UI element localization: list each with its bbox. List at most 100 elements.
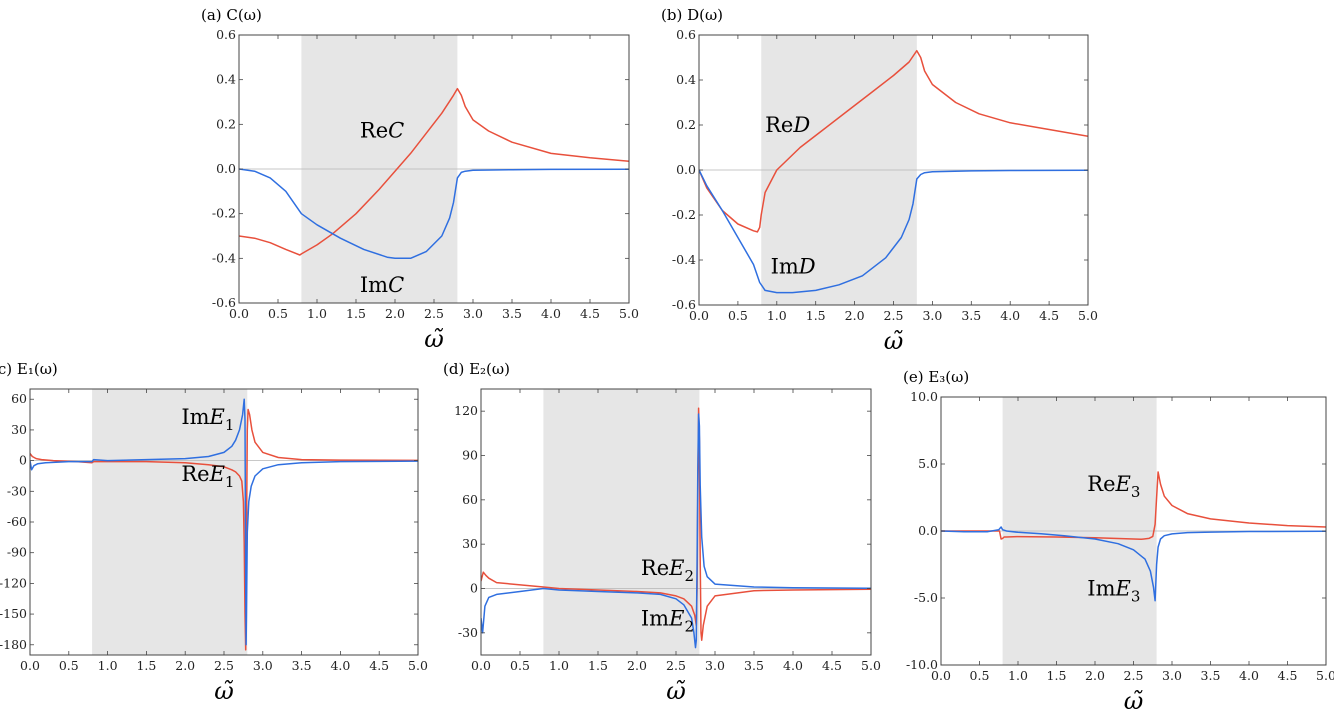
x-tick-label: 0.5 (728, 308, 748, 323)
x-tick-label: 1.0 (307, 306, 327, 321)
x-tick-label: 1.0 (549, 658, 569, 673)
series-line-imag (481, 413, 871, 649)
series-line-imag (941, 526, 1326, 602)
annotation-symbol: C (388, 119, 404, 143)
annotation-symbol: E (1115, 472, 1131, 496)
y-tick-label: 60 (11, 391, 27, 406)
annotation-prefix: Im (360, 273, 388, 297)
series-annotation: ReE1 (181, 462, 234, 491)
x-tick-label: 3.5 (1201, 668, 1221, 683)
series-line-real (481, 407, 871, 641)
y-tick-label: 30 (11, 422, 27, 437)
annotation-symbol: E (1115, 576, 1131, 600)
y-tick-label: 0.0 (676, 162, 696, 177)
y-tick-label: -30 (458, 625, 478, 640)
x-tick-label: 4.5 (369, 658, 389, 673)
y-tick-label: 0.6 (216, 27, 236, 42)
x-tick-label: 2.0 (845, 308, 865, 323)
x-tick-label: 2.5 (214, 658, 234, 673)
x-tick-label: 3.0 (1162, 668, 1182, 683)
y-tick-label: 0.2 (216, 116, 236, 131)
x-tick-label: 5.0 (619, 306, 639, 321)
x-tick-label: 2.5 (424, 306, 444, 321)
series-annotation: ReE3 (1087, 472, 1140, 501)
x-tick-label: 3.0 (253, 658, 273, 673)
y-tick-label: 0 (19, 453, 27, 468)
y-tick-label: -30 (7, 483, 27, 498)
x-tick-label: 4.5 (822, 658, 842, 673)
shaded-band (543, 389, 700, 655)
series-line-imag (699, 169, 1088, 294)
x-tick-label: 4.0 (541, 306, 561, 321)
x-tick-label: 5.0 (861, 658, 881, 673)
x-tick-label: 2.0 (175, 658, 195, 673)
chart-title: (e) E₃(ω) (903, 368, 969, 386)
series-line-real (239, 87, 629, 256)
annotation-prefix: Re (1087, 472, 1115, 496)
x-tick-label: 1.5 (346, 306, 366, 321)
annotation-prefix: Re (641, 556, 669, 580)
y-tick-label: -5.0 (914, 590, 938, 605)
x-tick-label: 1.0 (98, 658, 118, 673)
annotation-subscript: 2 (684, 567, 694, 585)
y-tick-label: 90 (462, 448, 478, 463)
x-tick-label: 5.0 (408, 658, 428, 673)
x-tick-label: 5.0 (1078, 308, 1098, 323)
x-axis-label: ω̃ (214, 677, 234, 705)
x-tick-label: 4.0 (783, 658, 803, 673)
y-tick-label: 10.0 (910, 389, 938, 404)
x-tick-label: 2.5 (666, 658, 686, 673)
y-tick-label: -0.2 (212, 206, 236, 221)
chart-title: (b) D(ω) (661, 6, 723, 24)
chart-panel-e: 0.0 0.5 1.0 1.5 2.0 2.5 3.0 3.5 4.0 4.5 5.0 10.0 5.0… (903, 368, 1334, 711)
annotation-prefix: Im (771, 255, 799, 279)
x-tick-label: 4.0 (1239, 668, 1259, 683)
x-tick-label: 1.5 (1047, 668, 1067, 683)
series-annotation: ImE3 (1087, 576, 1140, 605)
y-tick-label: 0.2 (676, 117, 696, 132)
x-axis-label: ω̃ (424, 325, 444, 353)
annotation-subscript: 3 (1131, 483, 1141, 501)
y-tick-label: 0.0 (216, 161, 236, 176)
y-tick-label: -60 (7, 514, 27, 529)
x-tick-label: 3.5 (292, 658, 312, 673)
y-tick-label: 120 (454, 403, 478, 418)
annotation-prefix: Im (181, 405, 209, 429)
x-tick-label: 2.0 (627, 658, 647, 673)
x-tick-label: 0.0 (471, 658, 491, 673)
x-tick-label: 4.0 (1000, 308, 1020, 323)
x-tick-label: 0.5 (510, 658, 530, 673)
y-tick-label: 5.0 (918, 456, 938, 471)
annotation-subscript: 3 (1131, 587, 1141, 605)
x-axis-label: ω̃ (1124, 687, 1144, 711)
x-tick-label: 0.0 (20, 658, 40, 673)
annotation-symbol: D (798, 255, 816, 279)
y-tick-label: 30 (462, 536, 478, 551)
y-tick-label: -0.6 (212, 295, 236, 310)
annotation-symbol: E (668, 556, 684, 580)
x-tick-label: 2.0 (385, 306, 405, 321)
x-tick-label: 0.0 (229, 306, 249, 321)
series-annotation: ReE2 (641, 556, 694, 585)
chart-panel-b: 0.0 0.5 1.0 1.5 2.0 2.5 3.0 3.5 4.0 4.5 5.0 0.6 0.4 0… (661, 6, 1098, 355)
chart-panel-a: 0.0 0.5 1.0 1.5 2.0 2.5 3.0 3.5 4.0 4.5 5.0 0.6 0.4 0… (201, 6, 639, 353)
chart-title: (d) E₂(ω) (443, 360, 510, 378)
x-tick-label: 4.5 (580, 306, 600, 321)
annotation-prefix: Re (765, 113, 793, 137)
y-tick-label: 60 (462, 492, 478, 507)
y-tick-label: -150 (0, 606, 27, 621)
annotation-subscript: 1 (225, 473, 235, 491)
x-tick-label: 1.5 (806, 308, 826, 323)
y-tick-label: 0 (470, 581, 478, 596)
x-tick-label: 4.0 (330, 658, 350, 673)
x-tick-label: 3.0 (922, 308, 942, 323)
x-tick-label: 0.0 (931, 668, 951, 683)
chart-title: (a) C(ω) (201, 6, 262, 24)
annotation-prefix: Im (1087, 576, 1115, 600)
x-tick-label: 2.5 (1124, 668, 1144, 683)
series-annotation: ReC (360, 119, 404, 143)
series-annotation: ImE2 (641, 606, 694, 635)
y-tick-label: -120 (0, 575, 27, 590)
series-line-imag (30, 398, 418, 646)
x-tick-label: 3.5 (961, 308, 981, 323)
